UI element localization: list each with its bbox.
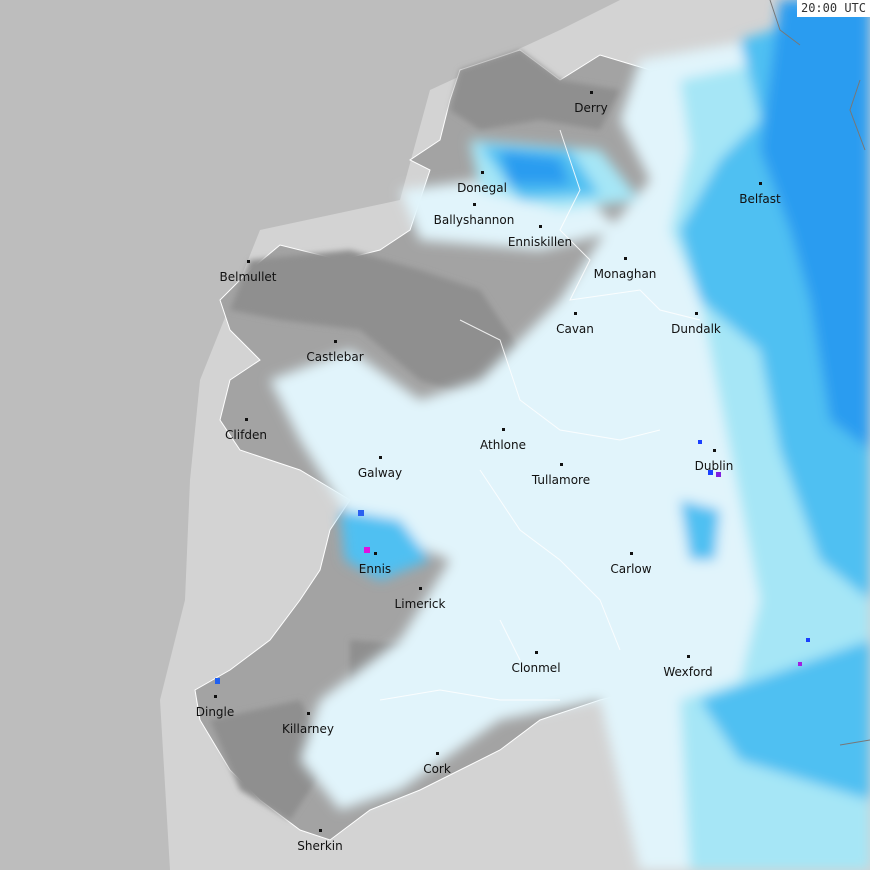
city-label-belmullet: Belmullet [219,270,277,284]
city-marker-icon [379,456,382,459]
city-marker-icon [539,225,542,228]
city-label-limerick: Limerick [394,597,446,611]
city-marker-icon [419,587,422,590]
rain-layer [270,0,870,870]
city-marker-icon [334,340,337,343]
city-label-castlebar: Castlebar [306,350,364,364]
city-label-clifden: Clifden [225,428,267,442]
city-marker-icon [247,260,250,263]
city-marker-icon [502,428,505,431]
city-marker-icon [319,829,322,832]
city-marker-icon [436,752,439,755]
city-marker-icon [245,418,248,421]
city-marker-icon [473,203,476,206]
city-label-enniskillen: Enniskillen [507,235,573,249]
city-marker-icon [535,651,538,654]
city-marker-icon [574,312,577,315]
city-label-belfast: Belfast [739,192,781,206]
city-marker-icon [374,552,377,555]
city-marker-icon [214,695,217,698]
city-label-dublin: Dublin [694,459,734,473]
city-label-carlow: Carlow [610,562,652,576]
city-label-clonmel: Clonmel [511,661,561,675]
city-label-monaghan: Monaghan [593,267,657,281]
city-label-cork: Cork [423,762,451,776]
city-marker-icon [307,712,310,715]
city-marker-icon [713,449,716,452]
city-label-derry: Derry [574,101,608,115]
city-marker-icon [590,91,593,94]
city-label-athlone: Athlone [480,438,526,452]
city-marker-icon [560,463,563,466]
city-label-killarney: Killarney [281,722,335,736]
city-marker-icon [759,182,762,185]
coastline-britain [769,0,870,746]
city-label-ennis: Ennis [358,562,392,576]
city-label-cavan: Cavan [556,322,594,336]
city-label-ballyshannon: Ballyshannon [433,213,515,227]
city-label-dingle: Dingle [195,705,235,719]
county-borders [379,129,701,701]
city-label-sherkin: Sherkin [297,839,343,853]
city-label-wexford: Wexford [663,665,713,679]
city-label-donegal: Donegal [457,181,507,195]
timestamp-label: 20:00 UTC [796,0,870,17]
city-label-galway: Galway [357,466,403,480]
city-marker-icon [630,552,633,555]
city-label-tullamore: Tullamore [531,473,591,487]
rain-cells-intense [215,440,810,684]
city-label-dundalk: Dundalk [671,322,721,336]
city-marker-icon [687,655,690,658]
city-marker-icon [624,257,627,260]
city-marker-icon [481,171,484,174]
city-marker-icon [695,312,698,315]
